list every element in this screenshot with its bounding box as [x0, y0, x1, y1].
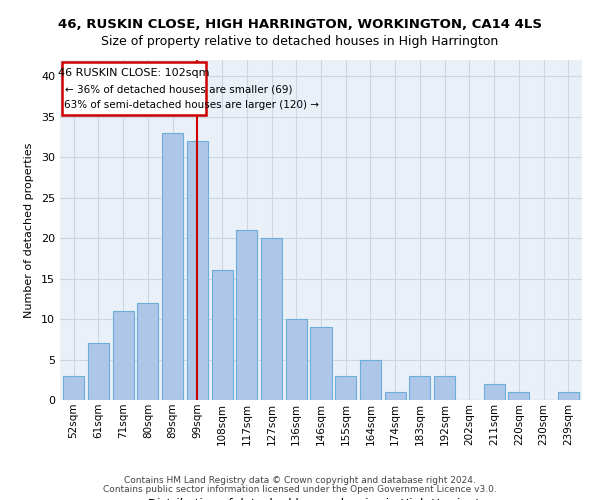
Text: Size of property relative to detached houses in High Harrington: Size of property relative to detached ho…: [101, 35, 499, 48]
Bar: [137, 303, 158, 400]
Bar: [63, 376, 84, 400]
Bar: [310, 327, 332, 400]
FancyBboxPatch shape: [62, 62, 206, 115]
Bar: [113, 311, 134, 400]
Text: Contains HM Land Registry data © Crown copyright and database right 2024.: Contains HM Land Registry data © Crown c…: [124, 476, 476, 485]
Bar: [385, 392, 406, 400]
Bar: [558, 392, 579, 400]
Bar: [187, 141, 208, 400]
Bar: [88, 344, 109, 400]
Bar: [261, 238, 282, 400]
Bar: [484, 384, 505, 400]
Text: Contains public sector information licensed under the Open Government Licence v3: Contains public sector information licen…: [103, 485, 497, 494]
Y-axis label: Number of detached properties: Number of detached properties: [24, 142, 34, 318]
X-axis label: Distribution of detached houses by size in High Harrington: Distribution of detached houses by size …: [148, 498, 494, 500]
Bar: [236, 230, 257, 400]
Text: ← 36% of detached houses are smaller (69): ← 36% of detached houses are smaller (69…: [65, 84, 293, 94]
Bar: [286, 319, 307, 400]
Text: 63% of semi-detached houses are larger (120) →: 63% of semi-detached houses are larger (…: [64, 100, 319, 110]
Bar: [335, 376, 356, 400]
Bar: [434, 376, 455, 400]
Text: 46, RUSKIN CLOSE, HIGH HARRINGTON, WORKINGTON, CA14 4LS: 46, RUSKIN CLOSE, HIGH HARRINGTON, WORKI…: [58, 18, 542, 30]
Bar: [508, 392, 529, 400]
Bar: [409, 376, 430, 400]
Bar: [162, 133, 183, 400]
Bar: [360, 360, 381, 400]
Bar: [212, 270, 233, 400]
Text: 46 RUSKIN CLOSE: 102sqm: 46 RUSKIN CLOSE: 102sqm: [58, 68, 210, 78]
